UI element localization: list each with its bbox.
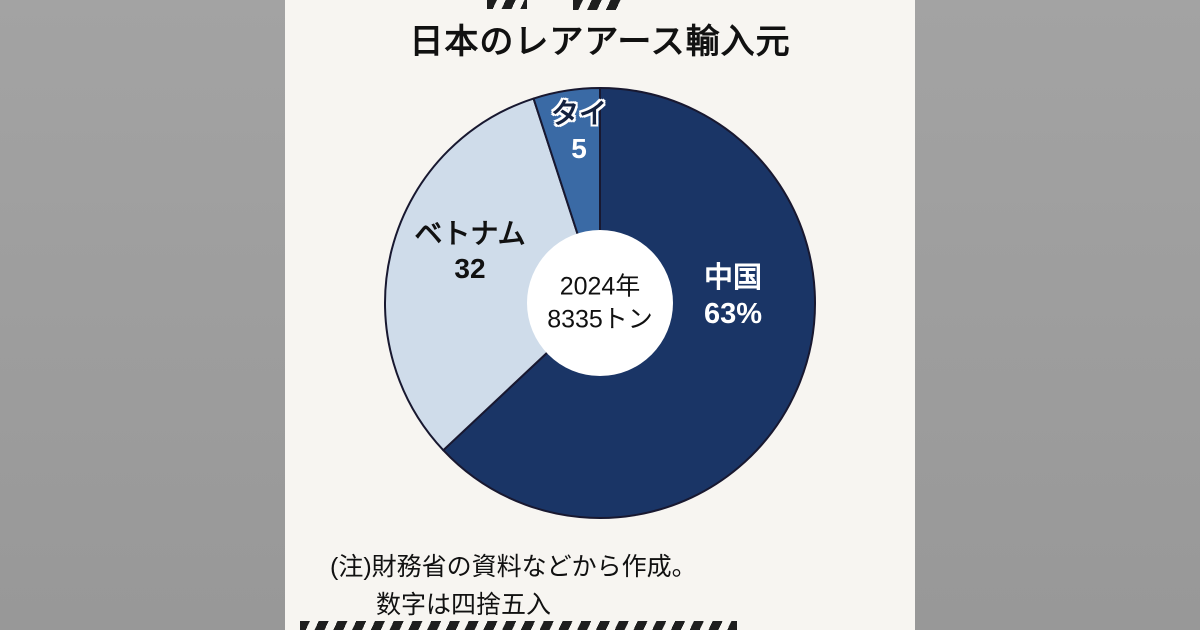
- slice-label-china: 中国 63%: [704, 260, 762, 333]
- slice-name-vietnam: ベトナム: [414, 218, 526, 249]
- hatch-strip-top-left: [487, 0, 527, 9]
- center-label-year: 2024年: [559, 272, 641, 301]
- letterbox-left: [0, 0, 285, 630]
- hatch-strip-top-right: [573, 0, 623, 10]
- slice-value-thailand: 5: [571, 133, 587, 164]
- chart-title: 日本のレアアース輸入元: [409, 23, 791, 61]
- slice-value-china: 63%: [703, 298, 763, 331]
- slice-name-thailand: タイ: [550, 98, 608, 129]
- source-note: (注)財務省の資料などから作成。 数字は四捨五入: [330, 548, 697, 624]
- hatch-strip-bottom: [300, 621, 737, 630]
- donut-center-label: 2024年 8335トン: [547, 271, 653, 336]
- donut-hole: [527, 230, 673, 376]
- slice-label-vietnam: ベトナム 32: [414, 216, 525, 286]
- slice-name-china: 中国: [703, 262, 763, 294]
- pie-slice-1: [384, 97, 601, 452]
- letterbox-right: [915, 0, 1200, 630]
- source-note-line1: (注)財務省の資料などから作成。: [330, 553, 697, 581]
- slice-label-thailand: タイ 5: [551, 96, 607, 166]
- slice-value-vietnam: 32: [454, 253, 486, 284]
- source-note-line2: 数字は四捨五入: [376, 591, 552, 619]
- center-label-total: 8335トン: [547, 305, 653, 333]
